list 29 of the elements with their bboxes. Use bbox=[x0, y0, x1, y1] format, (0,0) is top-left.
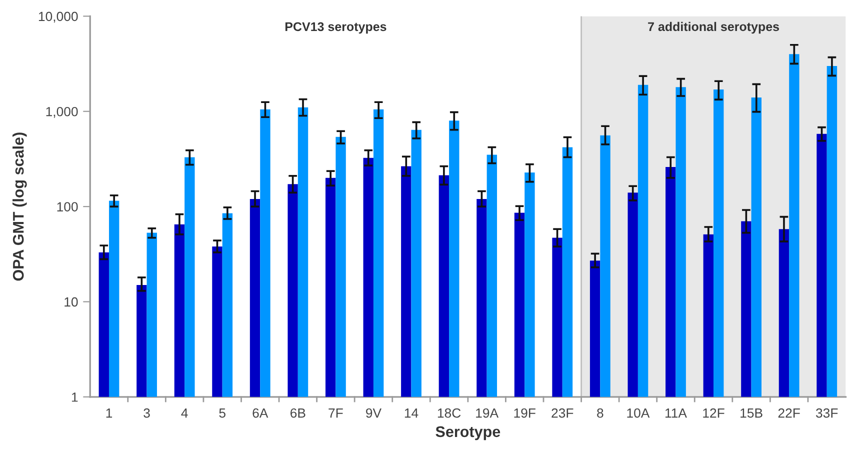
x-tick-label: 18C bbox=[438, 408, 461, 418]
x-tick-label: 6A bbox=[252, 408, 268, 418]
annotation: PCV13 serotypes bbox=[285, 22, 386, 34]
x-tick-label: 19F bbox=[514, 408, 536, 418]
x-tick-label: 6B bbox=[290, 408, 306, 418]
x-tick-label: 12F bbox=[703, 408, 724, 418]
x-tick-label: 1 bbox=[106, 408, 112, 418]
y-tick-label: 1 bbox=[72, 392, 78, 402]
x-tick-label: 10A bbox=[627, 408, 650, 418]
band-label: 7 additional serotypes bbox=[648, 22, 779, 34]
y-tick-label: 100 bbox=[57, 202, 78, 212]
x-tick-label: 22F bbox=[778, 408, 800, 418]
y-tick-label: 10 bbox=[64, 297, 78, 307]
x-tick-label: 33F bbox=[816, 408, 838, 418]
y-tick-label: 1,000 bbox=[46, 106, 78, 118]
x-tick-label: 19A bbox=[476, 408, 499, 418]
x-tick-label: 23F bbox=[552, 408, 574, 418]
x-tick-label: 7F bbox=[328, 408, 343, 418]
x-tick-label: 9V bbox=[366, 408, 382, 418]
x-tick-label: 14 bbox=[404, 408, 418, 418]
x-tick-label: 8 bbox=[597, 408, 604, 418]
x-tick-label: 4 bbox=[181, 408, 188, 418]
x-tick-label: 3 bbox=[144, 408, 150, 418]
y-axis-title: OPA GMT (log scale) bbox=[12, 132, 27, 281]
x-axis-title: Serotype bbox=[436, 426, 500, 440]
x-tick-label: 11A bbox=[665, 408, 687, 418]
x-tick-label: 15B bbox=[740, 408, 762, 418]
x-tick-label: 5 bbox=[219, 408, 226, 418]
y-tick-label: 10,000 bbox=[38, 12, 78, 23]
